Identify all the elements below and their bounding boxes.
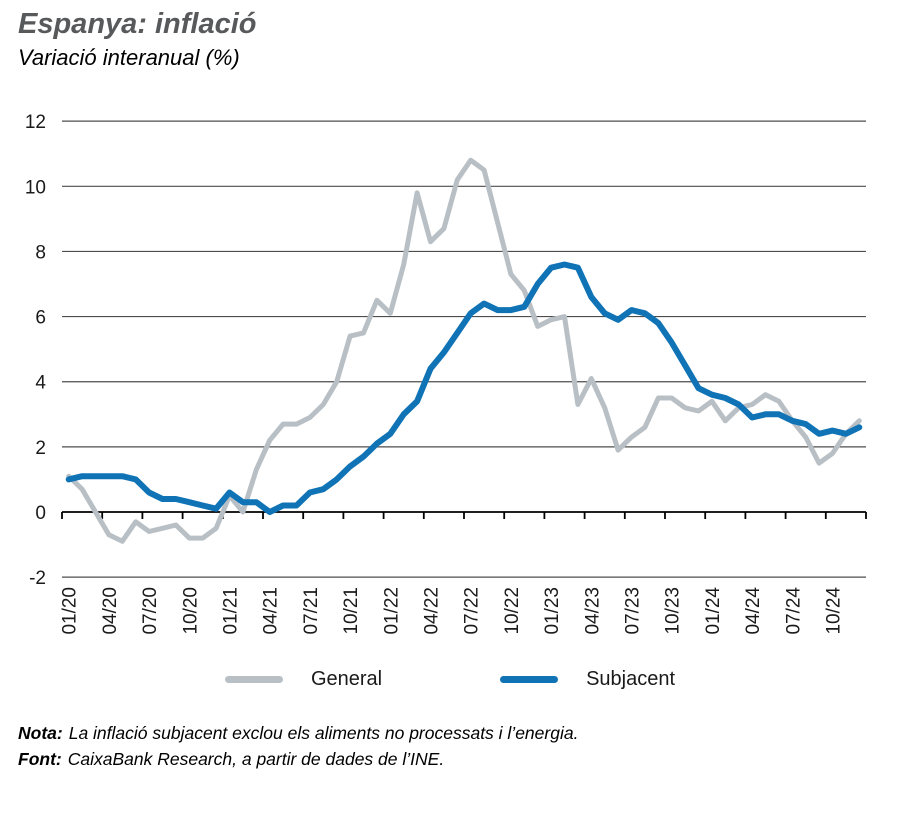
legend-item-subjacent: Subjacent xyxy=(500,668,675,691)
legend-swatch-general xyxy=(224,676,283,683)
x-tick-label: 04/22 xyxy=(422,587,443,635)
chart-header: Espanya: inflació Variació interanual (%… xyxy=(18,8,257,71)
y-tick-label: 2 xyxy=(35,438,46,459)
note-line-nota: Nota: La inflació subjacent exclou els al… xyxy=(18,720,878,746)
y-tick-label: 0 xyxy=(35,503,46,524)
inflation-line-chart-canvas: 12 10 8 6 4 2 0 -2 01/20 04/20 07/20 10/20 01/21 04/2… xyxy=(25,112,867,635)
x-tick-label: 04/24 xyxy=(743,587,764,635)
note-line-font: Font: CaixaBank Research, a partir de dad… xyxy=(18,746,878,772)
font-text: CaixaBank Research, a partir de dades de… xyxy=(67,749,445,769)
x-axis xyxy=(61,511,867,519)
gridlines xyxy=(62,120,866,578)
y-tick-label: 4 xyxy=(35,373,46,394)
y-tick-label: 12 xyxy=(25,112,46,133)
x-tick-label: 07/21 xyxy=(301,587,322,635)
legend-label-general: General xyxy=(310,668,383,690)
legend-item-general: General xyxy=(224,668,383,691)
x-axis-labels: 01/20 04/20 07/20 10/20 01/21 04/21 07/21 10/21… xyxy=(60,587,845,635)
x-tick-label: 07/23 xyxy=(623,587,644,635)
x-tick-label: 10/21 xyxy=(341,587,362,635)
chart-subtitle: Variació interanual (%) xyxy=(18,45,240,70)
chart-legend: General Subjacent xyxy=(0,668,900,691)
legend-label-subjacent: Subjacent xyxy=(586,668,676,690)
x-tick-label: 01/21 xyxy=(221,587,242,635)
y-tick-label: -2 xyxy=(29,568,46,589)
x-tick-label: 04/21 xyxy=(261,587,282,635)
x-tick-label: 04/23 xyxy=(582,587,603,635)
x-tick-label: 01/23 xyxy=(542,587,563,635)
series-line-subjacent xyxy=(65,261,863,515)
x-tick-label: 10/20 xyxy=(180,587,201,635)
y-axis-labels: 12 10 8 6 4 2 0 -2 xyxy=(25,112,47,589)
x-tick-label: 10/22 xyxy=(502,587,523,635)
x-tick-label: 10/23 xyxy=(663,587,684,635)
x-tick-label: 01/24 xyxy=(703,587,724,635)
legend-swatch-subjacent xyxy=(500,676,559,683)
line-chart: 12 10 8 6 4 2 0 -2 01/20 04/20 07/20 10/20 01/21 04/2… xyxy=(0,95,900,660)
y-tick-label: 6 xyxy=(35,308,46,329)
font-label: Font: xyxy=(18,749,62,769)
x-tick-label: 01/20 xyxy=(60,587,81,635)
y-tick-label: 8 xyxy=(35,242,46,263)
nota-text: La inflació subjacent exclou els aliment… xyxy=(68,723,579,743)
x-tick-label: 01/22 xyxy=(381,587,402,635)
series-line-general xyxy=(66,157,862,544)
x-tick-label: 10/24 xyxy=(824,587,845,635)
x-tick-label: 07/20 xyxy=(140,587,161,635)
y-tick-label: 10 xyxy=(25,177,46,198)
chart-title: Espanya: inflació xyxy=(18,8,257,40)
x-tick-label: 07/22 xyxy=(462,587,483,635)
chart-notes: Nota: La inflació subjacent exclou els al… xyxy=(18,720,878,772)
nota-label: Nota: xyxy=(18,723,63,743)
x-tick-label: 07/24 xyxy=(783,587,804,635)
x-tick-label: 04/20 xyxy=(100,587,121,635)
